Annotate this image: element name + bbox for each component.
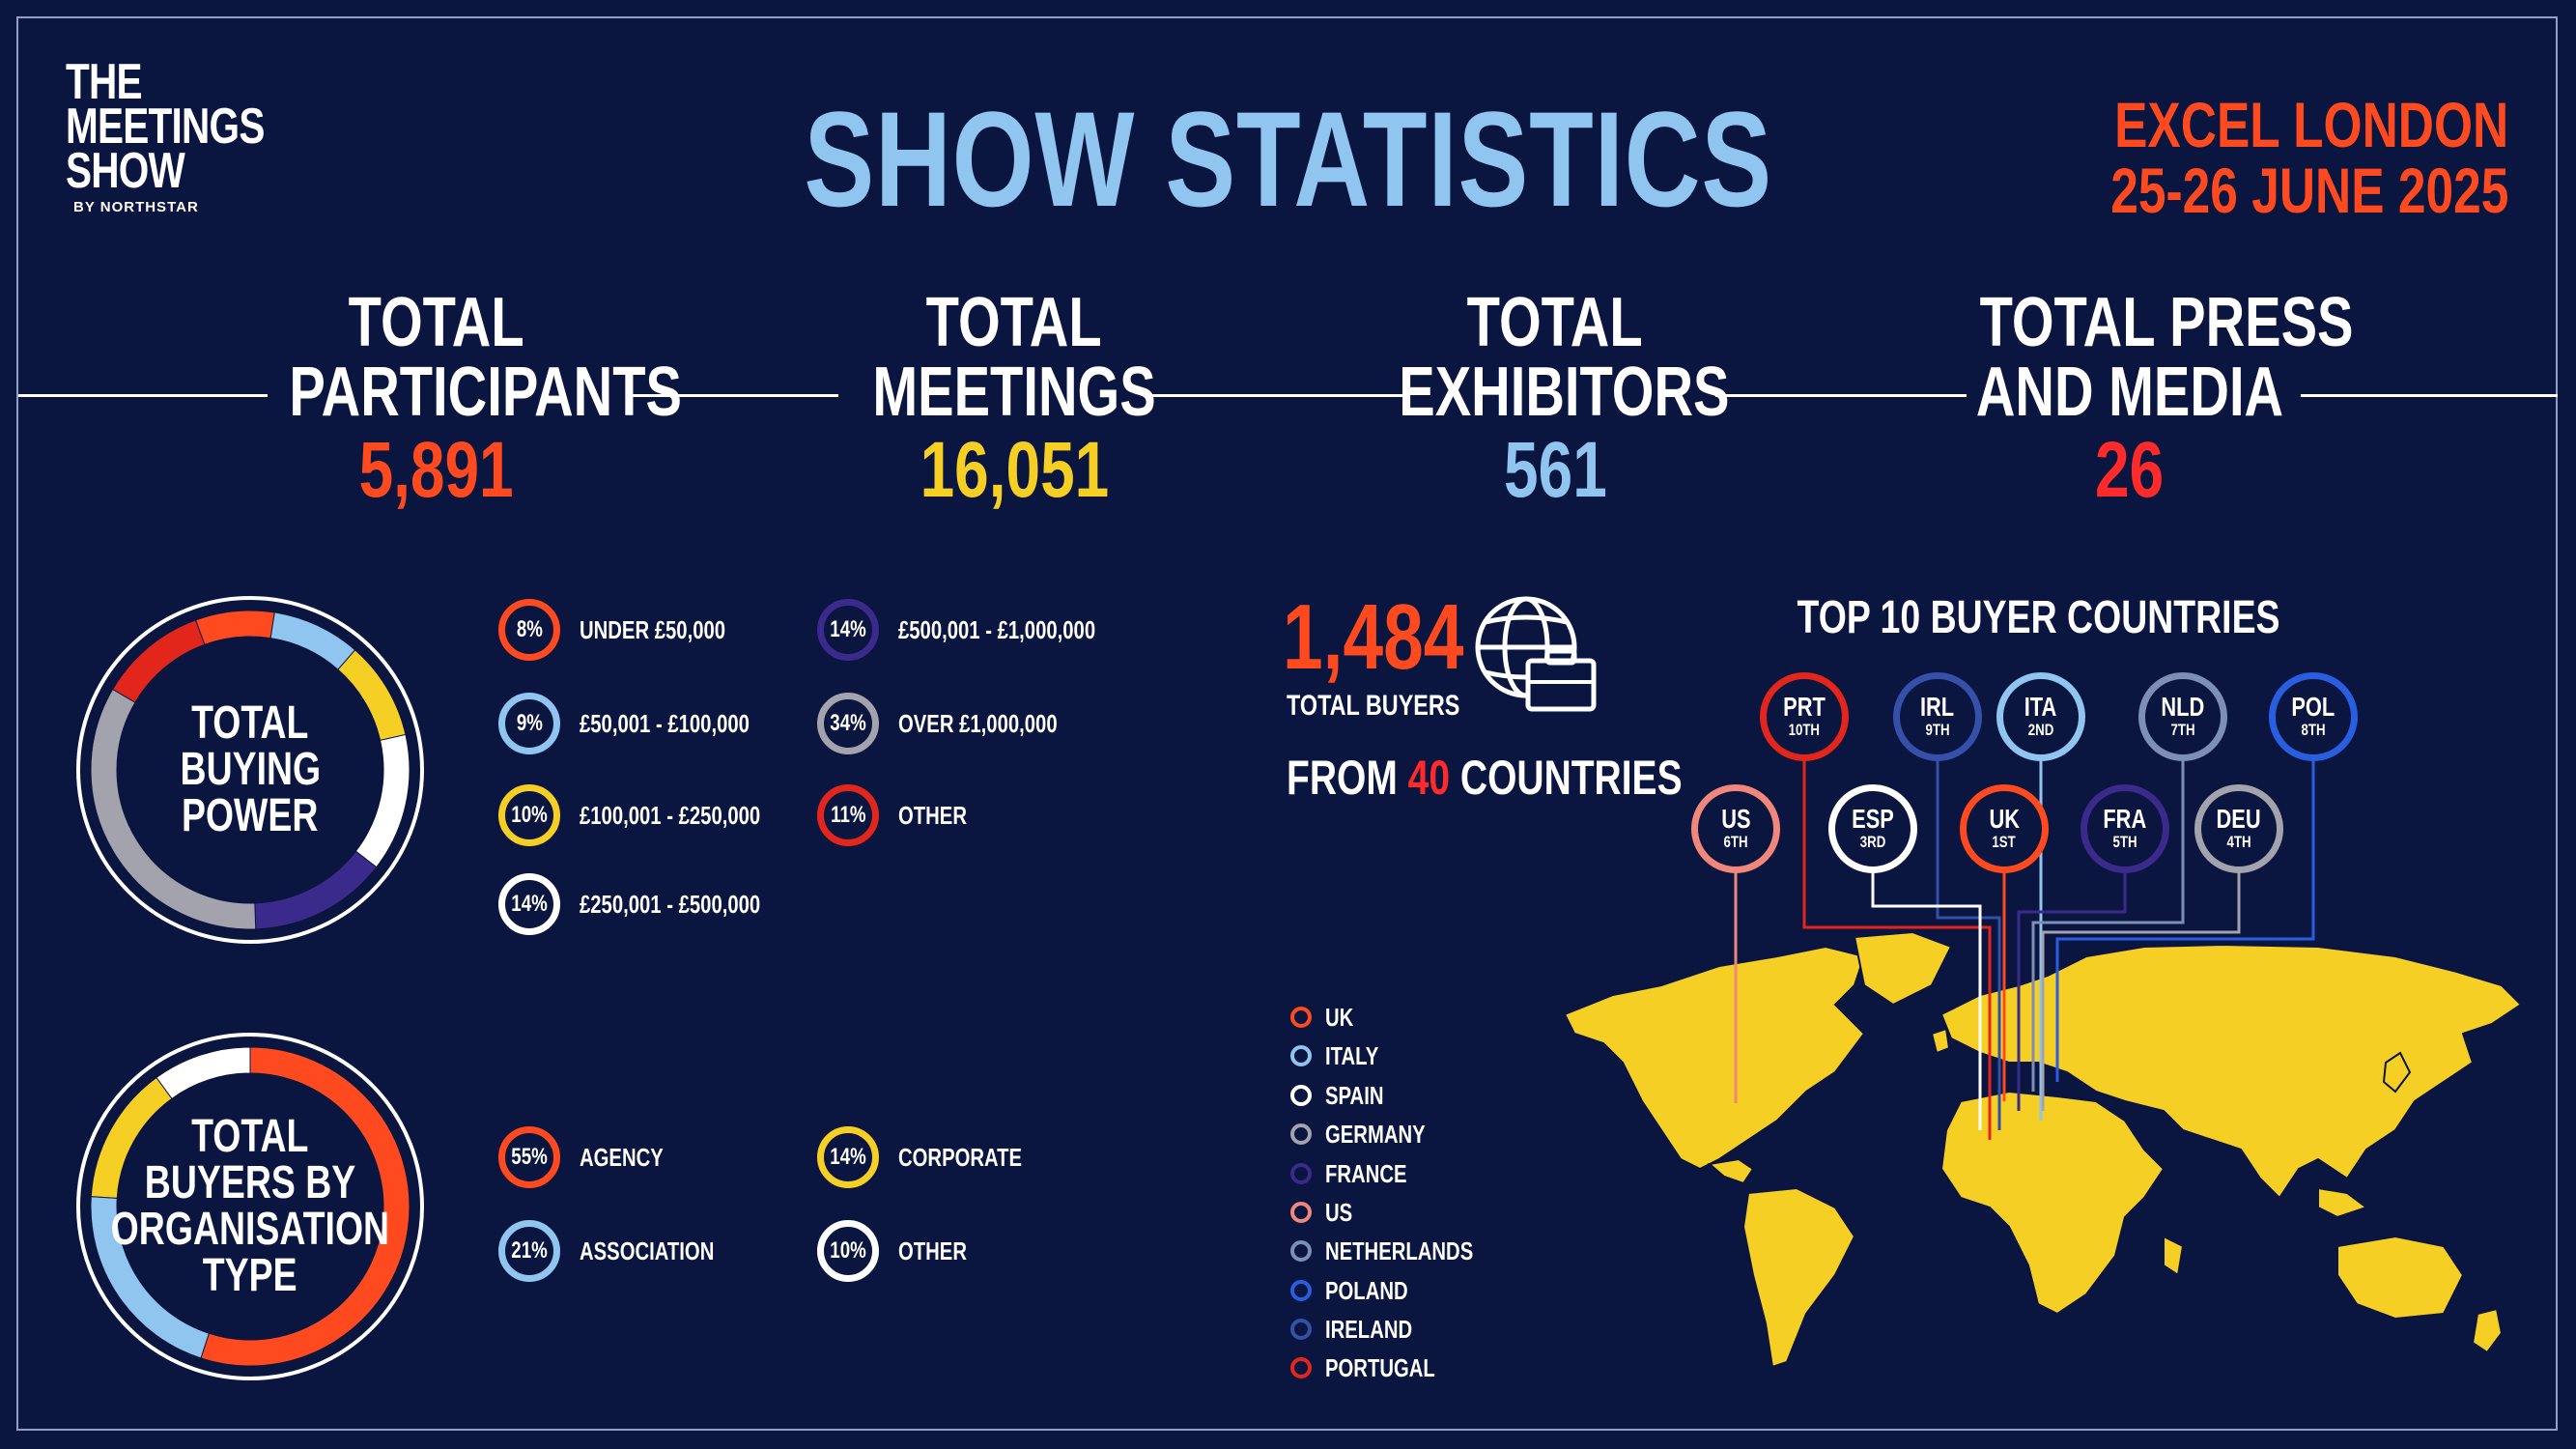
logo-line-2: MEETINGS: [66, 99, 265, 155]
globe-briefcase-icon: [1475, 596, 1597, 712]
logo-byline: BY NORTHSTAR: [73, 199, 199, 215]
legend-item: 11% OTHER: [817, 777, 986, 854]
country-legend-item: GERMANY: [1290, 1115, 1454, 1153]
map-title: TOP 10 BUYER COUNTRIES: [1797, 592, 2280, 643]
legend-item: 10% OTHER: [817, 1212, 986, 1290]
venue-info: EXCEL LONDON 25-26 JUNE 2025: [1998, 92, 2508, 223]
divider-line: [626, 394, 838, 397]
country-legend-item: FRANCE: [1290, 1154, 1430, 1193]
country-circle-fra: FRA 5TH: [2081, 784, 2169, 873]
country-legend-item: ITALY: [1290, 1037, 1394, 1075]
meetings-value: 16,051: [920, 426, 1109, 514]
total-buyers-number: 1,484: [1283, 585, 1464, 689]
divider-line: [2301, 394, 2558, 397]
country-circle-us: US 6TH: [1691, 784, 1780, 873]
legend-item: 14% CORPORATE: [817, 1119, 1057, 1196]
world-map: [1563, 930, 2523, 1369]
country-circle-uk: UK 1ST: [1960, 784, 2049, 873]
country-circle-pol: POL 8TH: [2269, 672, 2358, 761]
legend-item: 14% £500,001 - £1,000,000: [817, 591, 1151, 668]
stat-meetings: TOTAL MEETINGS 16,051: [872, 284, 1156, 514]
donut-outer-ring: [76, 596, 424, 944]
legend-item: 10% £100,001 - £250,000: [498, 777, 811, 854]
country-circle-irl: IRL 9TH: [1893, 672, 1982, 761]
country-circle-ita: ITA 2ND: [1996, 672, 2085, 761]
country-legend-item: US: [1290, 1193, 1360, 1232]
buying-power-donut-svg: [76, 596, 424, 944]
country-legend-item: UK: [1290, 998, 1362, 1037]
logo-line-3: SHOW: [66, 143, 185, 199]
legend-item: 9% £50,001 - £100,000: [498, 685, 798, 762]
donut-outer-ring: [76, 1033, 424, 1380]
show-logo: THE MEETINGS SHOW BY NORTHSTAR: [66, 54, 265, 215]
logo-line-1: THE: [66, 54, 143, 110]
press-media-value: 26: [2095, 426, 2165, 514]
country-legend-item: NETHERLANDS: [1290, 1232, 1514, 1270]
legend-item: 34% OVER £1,000,000: [817, 685, 1102, 762]
stat-exhibitors: TOTAL EXHIBITORS 561: [1399, 284, 1730, 514]
country-legend-item: SPAIN: [1290, 1076, 1401, 1115]
legend-item: 8% UNDER £50,000: [498, 591, 767, 668]
divider-line: [1147, 394, 1403, 397]
org-type-donut: TOTAL BUYERS BY ORGANISATION TYPE: [71, 1028, 429, 1385]
participants-value: 5,891: [358, 426, 515, 514]
stat-press-media: TOTAL PRESS AND MEDIA 26: [1975, 284, 2354, 514]
venue-name: EXCEL LONDON: [2113, 89, 2508, 160]
exhibitors-value: 561: [1503, 426, 1607, 514]
country-circle-deu: DEU 4TH: [2194, 784, 2283, 873]
country-circle-esp: ESP 3RD: [1828, 784, 1917, 873]
org-type-donut-svg: [76, 1033, 424, 1380]
divider-line: [18, 394, 268, 397]
total-buyers-label: TOTAL BUYERS: [1287, 690, 1460, 722]
legend-item: 55% AGENCY: [498, 1119, 687, 1196]
country-circle-nld: NLD 7TH: [2138, 672, 2227, 761]
legend-item: 21% ASSOCIATION: [498, 1212, 752, 1290]
country-legend-item: PORTUGAL: [1290, 1349, 1466, 1387]
donut-slice: [200, 1046, 410, 1367]
stat-participants: TOTAL PARTICIPANTS 5,891: [289, 284, 682, 514]
buying-power-donut: TOTAL BUYING POWER: [71, 591, 429, 949]
event-dates: 25-26 JUNE 2025: [2109, 155, 2508, 226]
country-circle-prt: PRT 10TH: [1760, 672, 1849, 761]
legend-item: 14% £250,001 - £500,000: [498, 866, 811, 943]
divider-line: [1715, 394, 1967, 397]
donut-slice: [112, 619, 206, 703]
country-legend-item: POLAND: [1290, 1271, 1431, 1310]
page-frame: [16, 16, 2558, 1431]
donut-slice: [156, 1046, 251, 1100]
buyer-countries-count: FROM 40 COUNTRIES: [1287, 751, 1683, 805]
country-legend-item: IRELAND: [1290, 1310, 1437, 1349]
page-title: SHOW STATISTICS: [804, 83, 1772, 235]
